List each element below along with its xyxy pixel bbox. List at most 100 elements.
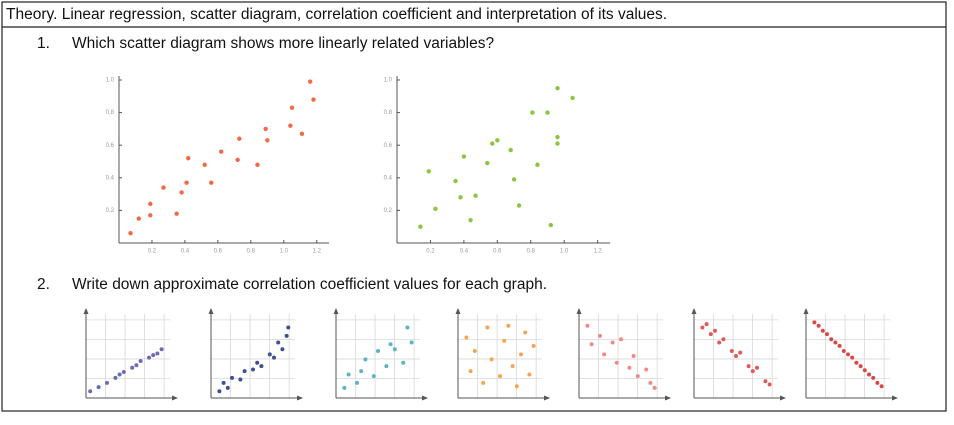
scatter-point bbox=[88, 389, 93, 394]
scatter-point bbox=[280, 347, 285, 352]
y-tick-label: 1.0 bbox=[384, 78, 393, 84]
scatter-point bbox=[405, 325, 410, 330]
scatter-point bbox=[272, 355, 276, 360]
scatter-point bbox=[519, 352, 523, 357]
scatter-point bbox=[128, 231, 133, 236]
table-border bbox=[1, 1, 947, 412]
scatter-point bbox=[426, 169, 431, 174]
scatter-point bbox=[202, 162, 207, 167]
scatter-point bbox=[384, 364, 389, 369]
axis-arrow bbox=[780, 395, 786, 401]
y-tick-label: 0.4 bbox=[384, 175, 393, 181]
x-tick-label: 1.2 bbox=[313, 249, 322, 255]
scatter-point bbox=[134, 363, 139, 368]
x-tick-label: 0.4 bbox=[460, 249, 469, 255]
scatter-point bbox=[388, 342, 393, 347]
scatter-point bbox=[286, 325, 291, 330]
scatter-point bbox=[96, 385, 101, 390]
scatter-point bbox=[468, 369, 473, 374]
scatter-point bbox=[767, 382, 772, 387]
scatter-point bbox=[734, 354, 738, 358]
scatter-point bbox=[717, 340, 722, 345]
scatter-point bbox=[635, 374, 640, 379]
axis-arrow bbox=[83, 308, 89, 314]
scatter-point bbox=[700, 325, 705, 330]
scatter-point bbox=[355, 380, 359, 385]
y-tick-label: 1.0 bbox=[106, 78, 115, 84]
scatter-point bbox=[113, 375, 118, 380]
y-tick-label: 0.4 bbox=[106, 175, 115, 181]
y-tick-label: 0.2 bbox=[384, 208, 393, 214]
axis-arrow bbox=[665, 395, 671, 401]
scatter-point bbox=[854, 360, 859, 365]
scatter-point bbox=[555, 134, 560, 140]
scatter-point bbox=[473, 193, 478, 198]
scatter-point bbox=[746, 364, 751, 369]
scatter-point bbox=[738, 350, 743, 355]
question-text: Which scatter diagram shows more linearl… bbox=[72, 35, 494, 52]
x-tick-label: 1.2 bbox=[593, 249, 602, 255]
scatter-point bbox=[458, 195, 463, 200]
scatter-point bbox=[453, 178, 458, 184]
scatter-point bbox=[535, 162, 540, 167]
scatter-point bbox=[151, 353, 156, 358]
scatter-point bbox=[174, 211, 179, 216]
scatter-point bbox=[161, 185, 166, 190]
scatter-point bbox=[555, 85, 560, 91]
scatter-point bbox=[225, 385, 230, 390]
scatter-point bbox=[346, 372, 351, 377]
scatter-point bbox=[530, 110, 535, 115]
scatter-point bbox=[299, 131, 305, 136]
x-tick-label: 1.0 bbox=[280, 249, 289, 255]
scatter-point bbox=[159, 347, 164, 352]
scatter-point bbox=[284, 333, 289, 338]
scatter-point bbox=[506, 323, 511, 328]
y-tick-label: 0.6 bbox=[106, 143, 115, 149]
scatter-point bbox=[589, 342, 594, 347]
scatter-point bbox=[508, 147, 513, 153]
axis-arrow bbox=[333, 308, 339, 314]
scatter-point bbox=[644, 367, 649, 372]
scatter-point bbox=[812, 320, 817, 325]
scatter-point bbox=[230, 375, 234, 380]
scatter-point bbox=[755, 365, 759, 370]
scatter-point bbox=[237, 136, 242, 141]
question-text: Write down approximate correlation coeff… bbox=[72, 276, 547, 293]
scatter-point bbox=[729, 348, 734, 353]
scatter-point bbox=[858, 364, 863, 369]
scatter-point bbox=[708, 332, 713, 337]
scatter-point bbox=[179, 190, 184, 195]
scatter-point bbox=[468, 217, 473, 223]
scatter-point bbox=[418, 224, 423, 229]
scatter-point bbox=[548, 222, 554, 228]
scatter-point bbox=[875, 380, 880, 385]
scatter-point bbox=[514, 384, 519, 389]
scatter-point bbox=[614, 360, 619, 365]
scatter-point bbox=[545, 110, 550, 115]
scatter-point bbox=[464, 335, 469, 340]
scatter-point bbox=[867, 372, 871, 377]
scatter-point bbox=[359, 369, 364, 374]
scatter-point bbox=[510, 364, 515, 369]
axis-arrow bbox=[544, 395, 550, 401]
axis-arrow bbox=[297, 395, 303, 401]
scatter-point bbox=[610, 340, 615, 345]
y-tick-label: 0.8 bbox=[384, 110, 393, 116]
scatter-point bbox=[311, 97, 316, 102]
scatter-point bbox=[485, 325, 490, 330]
scatter-point bbox=[570, 95, 575, 101]
scatter-point bbox=[648, 380, 653, 385]
scatter-point bbox=[121, 369, 126, 374]
scatter-point bbox=[218, 149, 224, 154]
scatter-point bbox=[461, 154, 467, 159]
scatter-point bbox=[235, 157, 240, 163]
scatter-point bbox=[846, 352, 850, 357]
scatter-point bbox=[850, 355, 855, 360]
scatter-point bbox=[511, 177, 517, 182]
scatter-point bbox=[498, 374, 502, 379]
axis-arrow bbox=[892, 395, 898, 401]
scatter-point bbox=[862, 368, 867, 373]
question-number: 1. bbox=[37, 35, 50, 52]
scatter-point bbox=[837, 343, 842, 348]
